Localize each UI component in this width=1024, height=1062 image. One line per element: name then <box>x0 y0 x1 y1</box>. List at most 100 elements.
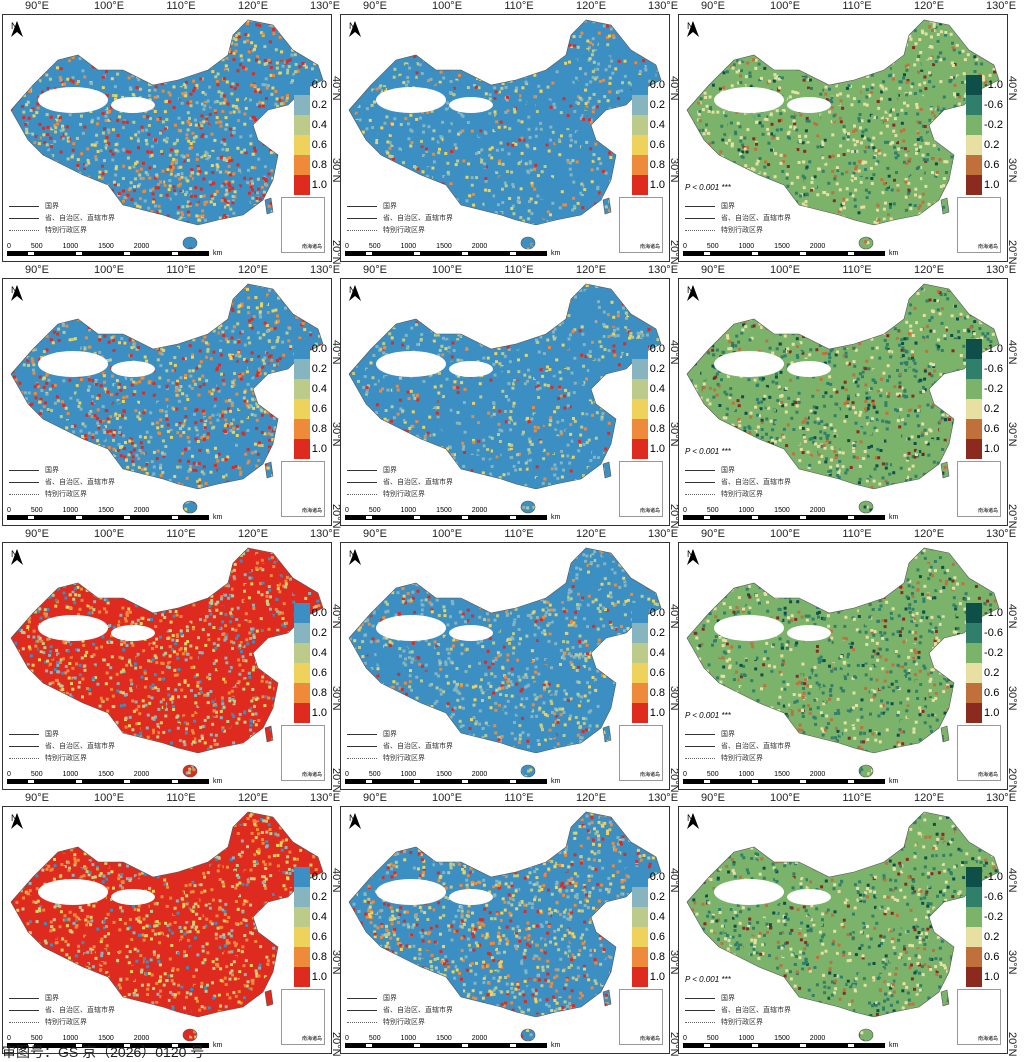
border-legend-label: 特别行政区界 <box>45 489 87 499</box>
longitude-label: 90°E <box>355 792 395 804</box>
latitude-label: 40°N <box>1006 340 1018 365</box>
legend-label: 0.6 <box>312 139 327 151</box>
legend-swatch <box>293 867 310 887</box>
legend-entry: 0.6 <box>966 947 1003 967</box>
scale-tick: 500 <box>31 243 43 250</box>
legend-swatch <box>293 947 310 967</box>
scale-tick: 1000 <box>401 1035 417 1042</box>
border-legend-label: 国界 <box>383 465 397 475</box>
legend-label: -0.6 <box>984 891 1003 903</box>
scale-tick: 2000 <box>134 243 150 250</box>
legend-swatch <box>293 887 310 907</box>
longitude-label: 120°E <box>233 0 273 12</box>
inset-label: 南海诸岛 <box>640 771 660 778</box>
border-legend-item: 国界 <box>347 465 397 475</box>
legend-entry: 0.4 <box>293 643 327 663</box>
legend-label: -0.6 <box>984 363 1003 375</box>
scale-tick: 500 <box>707 243 719 250</box>
legend-label: 0.0 <box>650 871 665 883</box>
south-china-sea-inset: 南海诸岛 <box>619 725 663 781</box>
scale-tick: 1500 <box>98 1035 114 1042</box>
legend-entry: 0.2 <box>631 95 665 115</box>
legend-label: 0.4 <box>650 647 665 659</box>
legend-entry: -1.0 <box>966 867 1003 887</box>
legend-entry: 0.0 <box>631 867 665 887</box>
scale-bar: 0 500 1000 1500 2000 km <box>683 771 898 785</box>
scale-tick: 2000 <box>472 243 488 250</box>
longitude-label: 130°E <box>305 0 345 12</box>
legend-swatch <box>631 339 648 359</box>
longitude-label: 90°E <box>355 528 395 540</box>
scale-bar-graphic <box>7 251 209 256</box>
border-legend-label: 省、自治区、直辖市界 <box>45 741 115 751</box>
scale-bar: 0 500 1000 1500 2000 km <box>7 243 222 257</box>
border-legend-item: 省、自治区、直辖市界 <box>347 741 453 751</box>
border-legend-item: 省、自治区、直辖市界 <box>685 1005 791 1015</box>
longitude-label: 130°E <box>981 792 1021 804</box>
legend-swatch <box>293 439 310 459</box>
legend-label: 0.0 <box>312 871 327 883</box>
legend-swatch <box>631 399 648 419</box>
longitude-label: 120°E <box>233 792 273 804</box>
border-legend-item: 国界 <box>685 201 735 211</box>
border-legend-label: 省、自治区、直辖市界 <box>45 477 115 487</box>
border-legend-label: 特别行政区界 <box>45 225 87 235</box>
legend-swatch <box>966 95 983 115</box>
color-legend: 0.0 0.2 0.4 0.6 0.8 1.0 <box>631 867 665 987</box>
legend-swatch <box>966 663 983 683</box>
legend-swatch <box>966 339 983 359</box>
china-map <box>686 283 1000 514</box>
legend-swatch <box>631 419 648 439</box>
legend-label: -0.6 <box>984 99 1003 111</box>
legend-swatch <box>293 683 310 703</box>
south-china-sea-inset: 南海诸岛 <box>281 989 325 1045</box>
legend-entry: 0.2 <box>966 927 1003 947</box>
south-china-sea-inset: 南海诸岛 <box>957 197 1001 253</box>
china-map <box>686 19 1000 250</box>
longitude-label: 90°E <box>355 264 395 276</box>
legend-entry: 1.0 <box>966 439 1003 459</box>
legend-label: 0.4 <box>650 911 665 923</box>
legend-entry: 1.0 <box>293 175 327 195</box>
longitude-label: 130°E <box>305 264 345 276</box>
legend-entry: 0.6 <box>631 399 665 419</box>
north-arrow-icon: N <box>687 285 699 301</box>
longitude-label: 110°E <box>161 264 201 276</box>
legend-label: 1.0 <box>650 707 665 719</box>
legend-swatch <box>966 947 983 967</box>
scale-tick: 1000 <box>401 771 417 778</box>
scale-tick: 2000 <box>810 1035 826 1042</box>
scale-tick: 1000 <box>401 507 417 514</box>
border-legend-item: 特别行政区界 <box>685 489 763 499</box>
legend-label: 0.0 <box>650 79 665 91</box>
color-legend: 0.0 0.2 0.4 0.6 0.8 1.0 <box>293 75 327 195</box>
legend-swatch <box>631 603 648 623</box>
color-legend: 0.0 0.2 0.4 0.6 0.8 1.0 <box>631 75 665 195</box>
longitude-label: 90°E <box>693 528 733 540</box>
legend-label: 0.0 <box>650 343 665 355</box>
border-legend-label: 省、自治区、直辖市界 <box>383 477 453 487</box>
legend-swatch <box>293 927 310 947</box>
p-value-label: P < 0.001 *** <box>685 447 731 456</box>
scale-bar-graphic <box>345 251 547 256</box>
south-china-sea-inset: 南海诸岛 <box>957 461 1001 517</box>
border-legend-item: 国界 <box>685 465 735 475</box>
longitude-label: 90°E <box>693 0 733 12</box>
legend-swatch <box>966 867 983 887</box>
legend-swatch <box>966 175 983 195</box>
border-legend-label: 特别行政区界 <box>721 1017 763 1027</box>
legend-entry: 0.2 <box>966 399 1003 419</box>
legend-label: 0.2 <box>984 403 999 415</box>
legend-swatch <box>966 379 983 399</box>
border-legend-item: 特别行政区界 <box>347 489 425 499</box>
latitude-label: 30°N <box>1006 686 1018 711</box>
legend-entry: 0.8 <box>293 683 327 703</box>
legend-swatch <box>966 703 983 723</box>
inset-label: 南海诸岛 <box>302 1035 322 1042</box>
legend-entry: 0.6 <box>966 419 1003 439</box>
legend-entry: 0.4 <box>293 115 327 135</box>
longitude-label: 100°E <box>427 264 467 276</box>
north-arrow-icon: N <box>11 549 23 565</box>
legend-label: 0.0 <box>650 607 665 619</box>
border-legend-label: 省、自治区、直辖市界 <box>383 213 453 223</box>
